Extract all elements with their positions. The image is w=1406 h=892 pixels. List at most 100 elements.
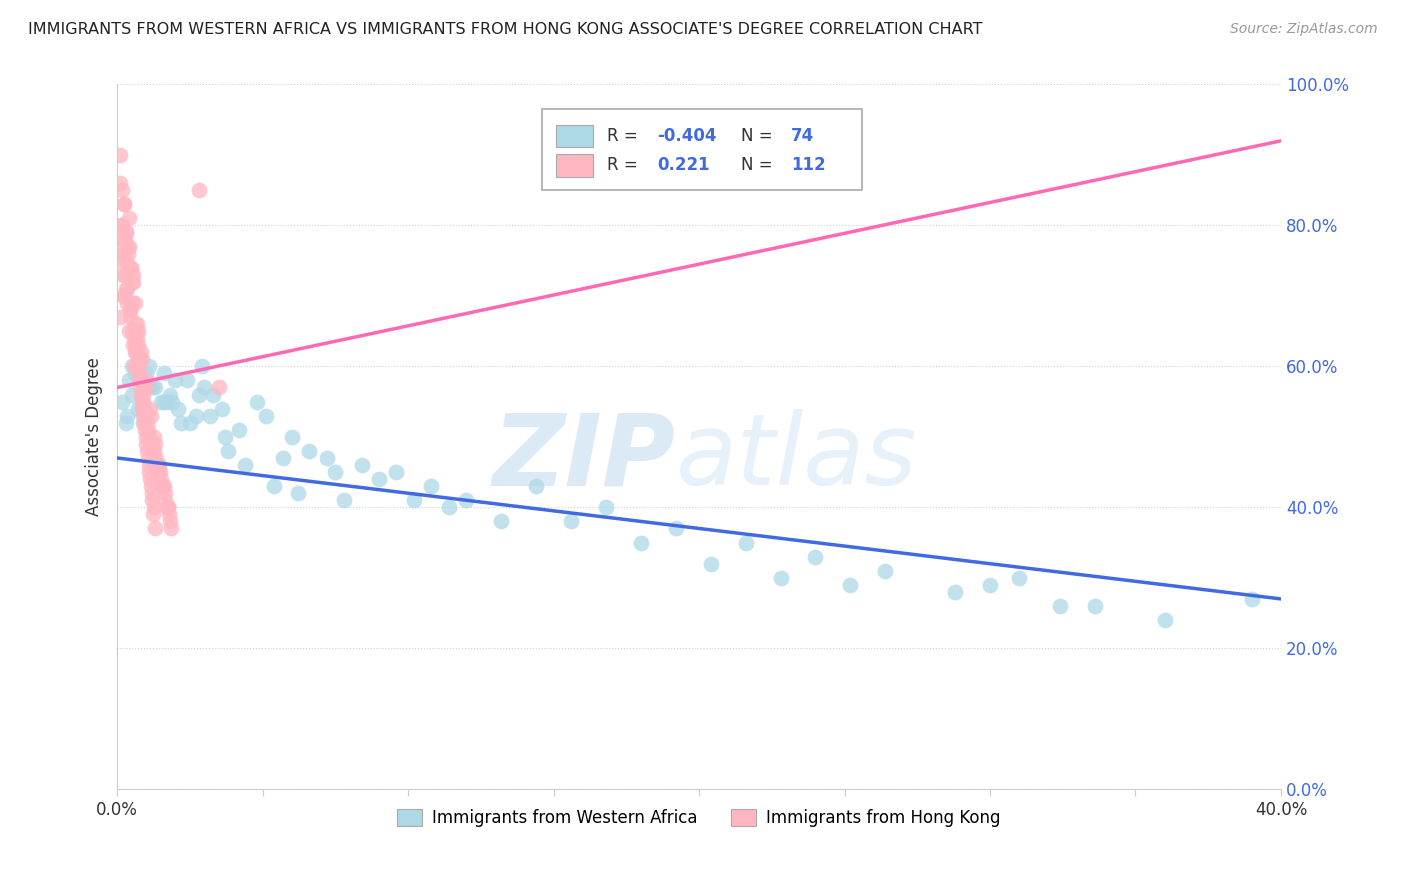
Point	[132, 401, 155, 416]
Point	[127, 338, 149, 352]
Point	[734, 535, 756, 549]
Point	[127, 401, 149, 416]
Point	[246, 394, 269, 409]
Point	[699, 557, 721, 571]
Point	[108, 310, 131, 324]
Point	[122, 359, 145, 374]
Point	[111, 246, 134, 260]
Point	[1240, 591, 1263, 606]
Point	[141, 380, 163, 394]
Point	[121, 275, 143, 289]
Point	[804, 549, 827, 564]
Point	[124, 317, 146, 331]
Point	[146, 458, 169, 472]
Point	[111, 183, 134, 197]
Point	[115, 282, 138, 296]
Point	[108, 176, 131, 190]
Point	[148, 465, 170, 479]
Point	[298, 444, 321, 458]
Point	[420, 479, 443, 493]
Point	[214, 430, 236, 444]
Point	[124, 345, 146, 359]
Point	[118, 211, 141, 226]
Point	[167, 401, 190, 416]
Text: N =: N =	[741, 127, 778, 145]
Point	[132, 394, 155, 409]
Point	[122, 338, 145, 352]
Point	[115, 226, 138, 240]
Point	[138, 380, 160, 394]
Point	[115, 226, 138, 240]
Point	[112, 197, 135, 211]
Point	[153, 493, 176, 508]
Text: atlas: atlas	[676, 409, 918, 507]
Point	[110, 219, 132, 233]
Point	[233, 458, 256, 472]
Point	[149, 465, 172, 479]
Point	[125, 324, 148, 338]
Point	[184, 409, 207, 423]
Point	[118, 374, 141, 388]
Point	[114, 232, 136, 246]
Point	[350, 458, 373, 472]
Point	[135, 367, 157, 381]
Point	[217, 444, 239, 458]
Point	[139, 479, 162, 493]
Point	[769, 571, 792, 585]
Point	[136, 423, 159, 437]
Point	[143, 437, 166, 451]
Point	[132, 409, 155, 423]
Point	[170, 416, 193, 430]
Point	[111, 268, 134, 282]
FancyBboxPatch shape	[555, 154, 593, 177]
Point	[110, 219, 132, 233]
Point	[131, 345, 153, 359]
Point	[112, 197, 135, 211]
Point	[156, 500, 179, 515]
Point	[127, 352, 149, 367]
Point	[138, 458, 160, 472]
Point	[665, 521, 688, 535]
Point	[121, 275, 143, 289]
Text: R =: R =	[607, 127, 643, 145]
Point	[153, 486, 176, 500]
Point	[124, 338, 146, 352]
Point	[157, 508, 180, 522]
Point	[141, 444, 163, 458]
Point	[128, 367, 150, 381]
Point	[211, 401, 233, 416]
Point	[187, 387, 209, 401]
Point	[1084, 599, 1107, 613]
Point	[228, 423, 250, 437]
Text: R =: R =	[607, 156, 643, 175]
Point	[128, 374, 150, 388]
Point	[132, 416, 155, 430]
Point	[979, 578, 1001, 592]
Point	[456, 493, 478, 508]
Point	[159, 515, 181, 529]
Point	[125, 317, 148, 331]
Point	[121, 296, 143, 310]
Point	[115, 253, 138, 268]
Point	[160, 521, 183, 535]
Text: ZIP: ZIP	[492, 409, 676, 507]
Point	[138, 430, 160, 444]
Point	[114, 289, 136, 303]
Point	[287, 486, 309, 500]
Point	[142, 500, 165, 515]
Point	[254, 409, 277, 423]
Point	[187, 183, 209, 197]
Point	[132, 416, 155, 430]
Point	[148, 458, 170, 472]
Point	[135, 374, 157, 388]
Point	[157, 500, 180, 515]
Point	[839, 578, 862, 592]
Point	[138, 359, 160, 374]
Text: 0.221: 0.221	[657, 156, 710, 175]
Point	[943, 585, 966, 599]
Point	[120, 310, 142, 324]
Point	[143, 430, 166, 444]
Point	[118, 302, 141, 317]
Point	[117, 296, 139, 310]
Point	[141, 486, 163, 500]
